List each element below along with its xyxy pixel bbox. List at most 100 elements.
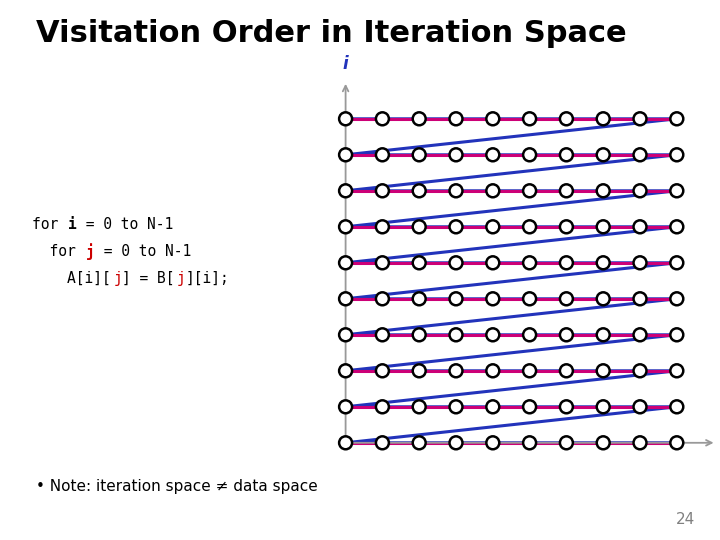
Ellipse shape — [670, 256, 683, 269]
Ellipse shape — [413, 220, 426, 233]
Ellipse shape — [449, 220, 462, 233]
Ellipse shape — [597, 292, 610, 305]
Ellipse shape — [523, 112, 536, 125]
Ellipse shape — [670, 400, 683, 413]
Ellipse shape — [376, 112, 389, 125]
Ellipse shape — [413, 184, 426, 197]
Text: Visitation Order in Iteration Space: Visitation Order in Iteration Space — [36, 19, 626, 48]
Ellipse shape — [560, 112, 573, 125]
Ellipse shape — [634, 328, 647, 341]
Ellipse shape — [339, 220, 352, 233]
Ellipse shape — [449, 112, 462, 125]
Ellipse shape — [339, 400, 352, 413]
Ellipse shape — [523, 328, 536, 341]
Ellipse shape — [597, 148, 610, 161]
Ellipse shape — [376, 292, 389, 305]
Ellipse shape — [413, 256, 426, 269]
Ellipse shape — [449, 292, 462, 305]
Ellipse shape — [523, 220, 536, 233]
Ellipse shape — [413, 292, 426, 305]
Ellipse shape — [670, 148, 683, 161]
Ellipse shape — [670, 328, 683, 341]
Ellipse shape — [339, 184, 352, 197]
Text: A[i][: A[i][ — [32, 271, 111, 286]
Ellipse shape — [339, 112, 352, 125]
Ellipse shape — [486, 436, 499, 449]
Ellipse shape — [523, 436, 536, 449]
Ellipse shape — [560, 184, 573, 197]
Ellipse shape — [560, 436, 573, 449]
Ellipse shape — [376, 220, 389, 233]
Ellipse shape — [523, 148, 536, 161]
Text: ] = B[: ] = B[ — [122, 271, 175, 286]
Ellipse shape — [670, 112, 683, 125]
Ellipse shape — [523, 184, 536, 197]
Ellipse shape — [449, 328, 462, 341]
Ellipse shape — [523, 256, 536, 269]
Ellipse shape — [560, 364, 573, 377]
Ellipse shape — [634, 400, 647, 413]
Text: for: for — [32, 217, 68, 232]
Text: 24: 24 — [675, 512, 695, 527]
Ellipse shape — [486, 292, 499, 305]
Ellipse shape — [523, 292, 536, 305]
Ellipse shape — [339, 256, 352, 269]
Text: = 0 to N-1: = 0 to N-1 — [95, 244, 192, 259]
Ellipse shape — [597, 184, 610, 197]
Ellipse shape — [413, 112, 426, 125]
Ellipse shape — [670, 184, 683, 197]
Ellipse shape — [376, 184, 389, 197]
Text: • Note: iteration space ≠ data space: • Note: iteration space ≠ data space — [36, 478, 318, 494]
Ellipse shape — [597, 400, 610, 413]
Ellipse shape — [634, 292, 647, 305]
Ellipse shape — [486, 364, 499, 377]
Ellipse shape — [560, 220, 573, 233]
Ellipse shape — [339, 328, 352, 341]
Ellipse shape — [449, 256, 462, 269]
Ellipse shape — [634, 364, 647, 377]
Ellipse shape — [449, 400, 462, 413]
Ellipse shape — [339, 436, 352, 449]
Text: j: j — [86, 242, 95, 260]
Ellipse shape — [486, 328, 499, 341]
Ellipse shape — [670, 220, 683, 233]
Ellipse shape — [486, 148, 499, 161]
Ellipse shape — [449, 148, 462, 161]
Ellipse shape — [634, 436, 647, 449]
Text: ][i];: ][i]; — [186, 271, 229, 286]
Ellipse shape — [634, 256, 647, 269]
Ellipse shape — [560, 256, 573, 269]
Ellipse shape — [339, 292, 352, 305]
Ellipse shape — [523, 400, 536, 413]
Ellipse shape — [560, 328, 573, 341]
Ellipse shape — [376, 364, 389, 377]
Ellipse shape — [560, 292, 573, 305]
Ellipse shape — [523, 364, 536, 377]
Ellipse shape — [597, 112, 610, 125]
Ellipse shape — [376, 256, 389, 269]
Text: = 0 to N-1: = 0 to N-1 — [78, 217, 174, 232]
Text: i: i — [68, 217, 77, 232]
Ellipse shape — [413, 400, 426, 413]
Text: for: for — [32, 244, 85, 259]
Ellipse shape — [634, 112, 647, 125]
Ellipse shape — [670, 436, 683, 449]
Ellipse shape — [560, 400, 573, 413]
Ellipse shape — [670, 364, 683, 377]
Ellipse shape — [486, 220, 499, 233]
Ellipse shape — [634, 148, 647, 161]
Text: j: j — [114, 271, 122, 286]
Ellipse shape — [376, 400, 389, 413]
Ellipse shape — [597, 328, 610, 341]
Ellipse shape — [486, 256, 499, 269]
Ellipse shape — [376, 328, 389, 341]
Ellipse shape — [560, 148, 573, 161]
Text: i: i — [343, 55, 348, 73]
Ellipse shape — [486, 184, 499, 197]
Ellipse shape — [339, 148, 352, 161]
Ellipse shape — [376, 148, 389, 161]
Ellipse shape — [670, 292, 683, 305]
Ellipse shape — [413, 364, 426, 377]
Ellipse shape — [634, 220, 647, 233]
Ellipse shape — [486, 112, 499, 125]
